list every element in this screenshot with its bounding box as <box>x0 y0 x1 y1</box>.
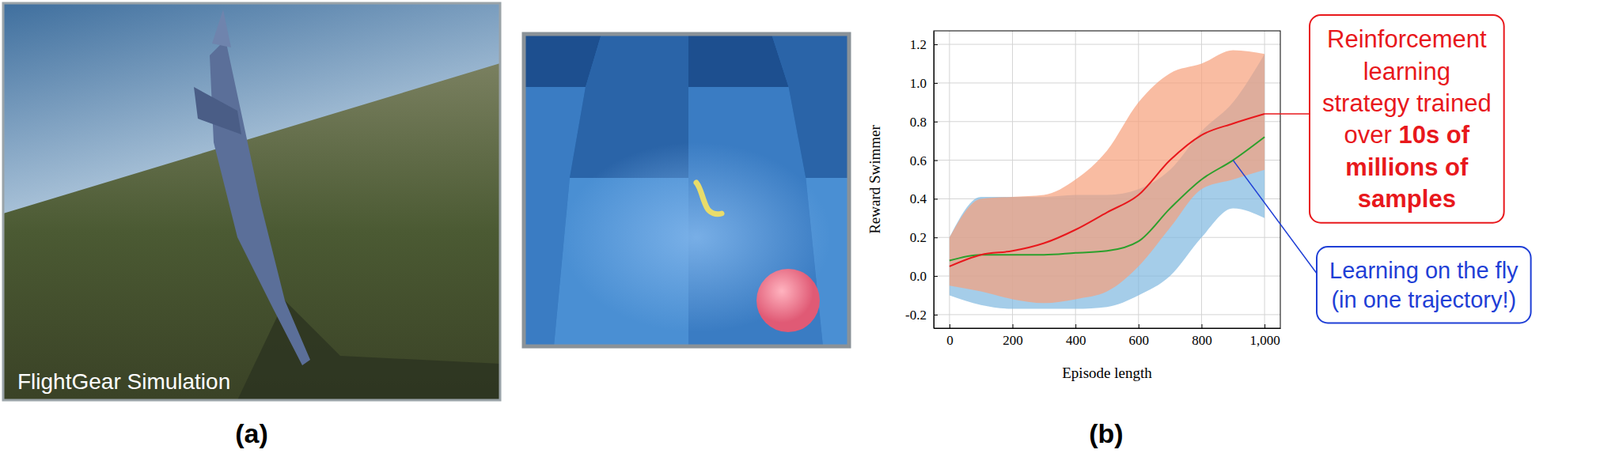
chart: 0 200 400 600 800 1,000 -0.2 0.0 0.2 0.4 0.6 0.8 1.0… <box>866 30 1282 382</box>
floor-tile <box>771 34 850 88</box>
floor-tile <box>688 34 789 88</box>
sky <box>3 3 501 401</box>
annotation-line: over 10s of <box>1344 121 1471 149</box>
annotation: Reinforcement learning strategy trained ove… <box>1309 15 1505 224</box>
y-tick-mark <box>933 237 938 239</box>
y-tick-label: 0.8 <box>909 114 927 130</box>
leader-line <box>1232 160 1317 274</box>
y-tick-mark <box>933 276 938 277</box>
light <box>561 142 831 333</box>
target-ball <box>756 269 820 333</box>
line <box>949 136 1265 261</box>
swimmer <box>696 182 722 215</box>
y-tick-label: 0.2 <box>909 230 927 246</box>
y-tick: -0.2 <box>905 307 938 323</box>
annotation-run: Reinforcement <box>1327 25 1487 54</box>
figure: FlightGear Simulation 0 200 400 600 800 1,000 -… <box>0 0 1600 461</box>
annotation-line: millions of <box>1345 153 1469 182</box>
y-tick-label: 0.6 <box>909 153 927 169</box>
annotation-text: Learning on the fly (in one trajectory!) <box>1329 257 1519 314</box>
x-tick-label: 400 <box>1065 333 1087 349</box>
image-panel-a <box>3 3 501 401</box>
x-axis-title: Episode length <box>1061 364 1153 382</box>
floor-tile <box>585 34 689 88</box>
annotation-run: millions of <box>1345 153 1469 182</box>
y-tick-mark <box>933 83 938 84</box>
annotation-run: (in one trajectory!) <box>1330 287 1517 313</box>
y-tick-mark <box>933 44 938 46</box>
x-tick-mark <box>1201 324 1202 329</box>
x-tick-label: 600 <box>1129 333 1150 349</box>
y-tick-mark <box>933 198 938 200</box>
image-frame <box>523 34 850 347</box>
annotation-box <box>1316 246 1532 324</box>
annotation-line: learning <box>1363 57 1451 86</box>
y-tick-mark <box>933 314 938 316</box>
grid-line <box>933 44 1281 46</box>
annotation-run: strategy trained <box>1322 89 1492 118</box>
floor-tile <box>788 87 850 179</box>
aircraft-body <box>209 39 311 366</box>
grid-line <box>933 314 1281 315</box>
annotation-run: Learning on the fly <box>1329 257 1519 284</box>
x-tick-mark <box>1138 324 1140 329</box>
band <box>949 49 1265 304</box>
y-tick-label: 1.2 <box>909 37 927 53</box>
annotation-run: samples <box>1357 185 1456 213</box>
x-tick-label: 0 <box>946 333 954 349</box>
annotation-line: Learning on the fly <box>1329 257 1519 284</box>
annotation-line: strategy trained <box>1322 89 1492 118</box>
aircraft-tail <box>212 9 232 48</box>
plot-marks <box>949 49 1265 309</box>
annotation-line: samples <box>1357 185 1456 213</box>
y-axis-title: Reward Swimmer <box>866 124 884 234</box>
annotation-text: Reinforcement learning strategy trained ove… <box>1322 25 1492 213</box>
y-tick-label: 1.0 <box>909 75 927 91</box>
line <box>949 113 1265 267</box>
panel-label: (b) <box>1088 418 1123 449</box>
annotation-run: learning <box>1363 57 1451 86</box>
y-tick-mark <box>933 160 938 162</box>
x-tick-mark <box>1012 324 1014 329</box>
annotation-run: 10s of <box>1398 121 1470 149</box>
aircraft-wing <box>193 87 242 135</box>
x-tick-mark <box>949 324 951 329</box>
grid <box>933 30 1281 329</box>
annotation-box <box>1309 15 1505 224</box>
annotation-line: Reinforcement <box>1327 25 1487 54</box>
plot-background <box>933 30 1281 329</box>
plot-frame <box>933 30 1281 329</box>
x-tick-mark <box>1264 324 1266 329</box>
image-swimmer <box>523 34 850 347</box>
annotation-line: (in one trajectory!) <box>1330 287 1517 313</box>
y-tick-label: -0.2 <box>905 307 927 323</box>
image-frame <box>3 3 501 401</box>
y-tick-mark <box>933 121 938 123</box>
panel-label: (a) <box>235 418 269 449</box>
x-tick-mark <box>1075 324 1077 329</box>
x-tick-label: 1,000 <box>1249 333 1280 349</box>
image-caption: FlightGear Simulation <box>17 369 231 395</box>
y-axis: -0.2 0.0 0.2 0.4 0.6 0.8 1.0 1.2 <box>905 31 938 330</box>
y-tick-label: 0.0 <box>909 269 927 285</box>
annotation: Learning on the fly (in one trajectory!) <box>1316 246 1532 324</box>
x-tick-label: 200 <box>1002 333 1024 349</box>
x-tick-label: 800 <box>1191 333 1213 349</box>
y-tick-label: 0.4 <box>909 191 928 207</box>
annotation-run: over <box>1344 121 1400 149</box>
leader-line <box>1264 113 1310 115</box>
